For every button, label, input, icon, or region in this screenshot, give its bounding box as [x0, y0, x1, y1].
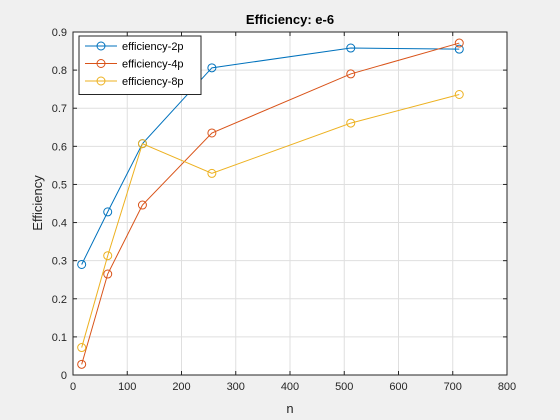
- y-tick-label: 0.9: [52, 27, 67, 39]
- legend-label: efficiency-2p: [122, 41, 184, 53]
- data-point: [77, 343, 87, 353]
- data-point: [207, 63, 217, 73]
- legend-label: efficiency-4p: [122, 59, 184, 71]
- series-layer: [77, 38, 464, 369]
- y-tick-label: 0.5: [52, 179, 67, 191]
- y-tick-label: 0.3: [52, 256, 67, 268]
- x-tick-label: 400: [281, 381, 299, 393]
- legend-marker-icon: [96, 76, 106, 86]
- y-tick-label: 0.1: [52, 332, 67, 344]
- data-point: [454, 44, 464, 54]
- legend-item[interactable]: efficiency-8p: [85, 76, 184, 88]
- series-line: [81, 94, 460, 348]
- series-efficiency-8p: [77, 90, 464, 353]
- y-tick-label: 0.2: [52, 294, 67, 306]
- legend-marker-icon: [96, 41, 106, 51]
- series-efficiency-4p: [77, 38, 464, 369]
- data-point: [346, 118, 356, 128]
- x-tick-label: 200: [172, 381, 190, 393]
- data-point: [454, 38, 464, 48]
- data-point: [77, 359, 87, 369]
- data-point: [103, 251, 113, 261]
- x-tick-label: 100: [118, 381, 136, 393]
- data-point: [346, 43, 356, 53]
- legend-item[interactable]: efficiency-4p: [85, 59, 184, 71]
- x-axis-label: n: [286, 401, 293, 416]
- x-tick-label: 800: [498, 381, 516, 393]
- series-line: [81, 42, 460, 365]
- y-tick-label: 0.4: [52, 218, 67, 230]
- legend-label: efficiency-8p: [122, 76, 184, 88]
- data-point: [103, 269, 113, 279]
- chart-title: Efficiency: e-6: [246, 12, 334, 27]
- data-point: [77, 259, 87, 269]
- x-tick-label: 700: [444, 381, 462, 393]
- data-point: [207, 168, 217, 178]
- axes: [72, 31, 508, 376]
- series-line: [81, 47, 460, 265]
- x-tick-label: 0: [70, 381, 76, 393]
- y-axis-label: Efficiency: [30, 175, 45, 231]
- legend[interactable]: efficiency-2p efficiency-4p efficiency-8p: [78, 35, 202, 95]
- data-point: [346, 69, 356, 79]
- data-point: [137, 139, 147, 149]
- data-point: [137, 200, 147, 210]
- data-point: [103, 207, 113, 217]
- y-tick-label: 0: [61, 370, 67, 382]
- y-tick-label: 0.6: [52, 141, 67, 153]
- tick-labels: 0 100 200 300 400 500 600 700 800 0 0.1 0.2 0.3 0.4 0.…: [52, 27, 516, 393]
- x-tick-label: 300: [227, 381, 245, 393]
- y-tick-label: 0.7: [52, 103, 67, 115]
- x-tick-label: 600: [389, 381, 407, 393]
- x-tick-label: 500: [335, 381, 353, 393]
- data-point: [454, 90, 464, 100]
- y-tick-label: 0.8: [52, 65, 67, 77]
- data-point: [207, 128, 217, 138]
- legend-item[interactable]: efficiency-2p: [85, 41, 184, 53]
- legend-marker-icon: [96, 59, 106, 68]
